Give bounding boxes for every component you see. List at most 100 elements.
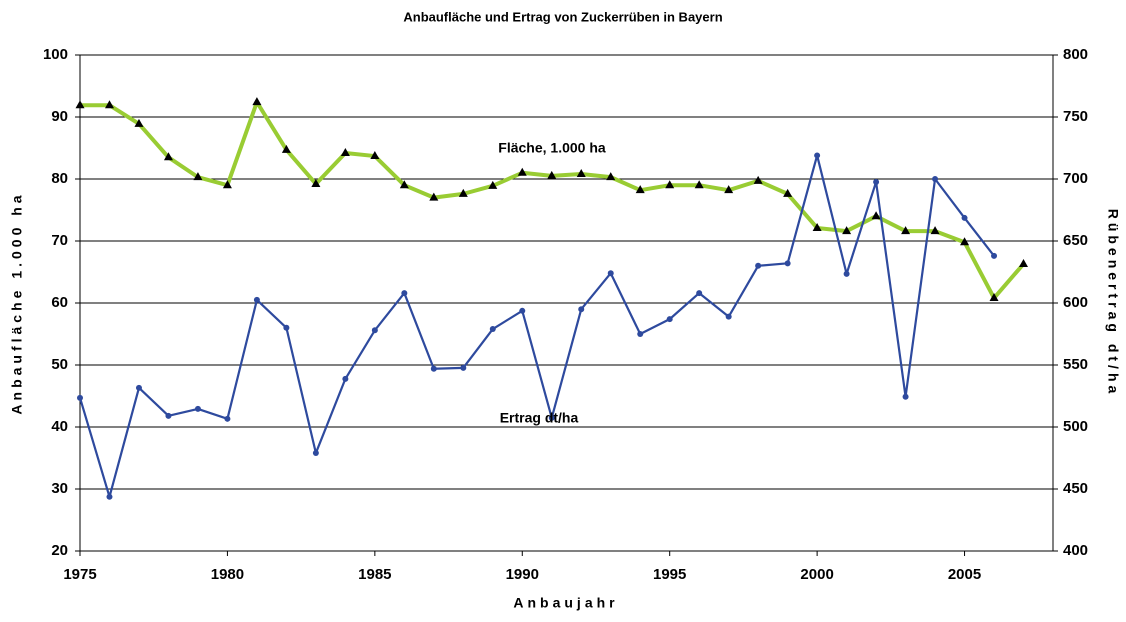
triangle-marker — [104, 100, 114, 109]
x-tick-label: 1995 — [653, 566, 686, 583]
dot-marker — [961, 214, 968, 221]
chart-title: Anbaufläche und Ertrag von Zuckerrüben i… — [403, 9, 722, 24]
series-annotation: Ertrag dt/ha — [500, 410, 579, 426]
dot-marker — [932, 176, 939, 182]
triangle-marker — [193, 172, 203, 181]
dot-marker — [371, 327, 378, 334]
dot-marker — [401, 290, 408, 297]
y-tick-label: 70 — [51, 232, 68, 249]
dot-marker — [548, 414, 555, 421]
y-tick-label: 90 — [51, 108, 68, 125]
triangle-marker — [340, 147, 350, 156]
dot-marker — [489, 326, 496, 333]
dot-marker — [165, 412, 172, 419]
triangle-marker — [517, 167, 527, 176]
triangle-marker — [812, 222, 822, 231]
dot-marker — [902, 393, 909, 400]
triangle-marker — [370, 151, 380, 160]
triangle-marker — [1019, 258, 1029, 267]
triangle-marker — [458, 188, 468, 197]
y2-tick-label: 800 — [1063, 46, 1088, 63]
y2-tick-label: 650 — [1063, 232, 1088, 249]
dot-marker — [725, 313, 732, 320]
dot-marker — [578, 306, 585, 313]
y-tick-label: 60 — [51, 294, 68, 311]
y-tick-label: 80 — [51, 170, 68, 187]
triangle-marker — [901, 226, 911, 235]
x-tick-label: 2000 — [800, 566, 833, 583]
triangle-marker — [429, 192, 439, 201]
triangle-marker — [930, 226, 940, 235]
y2-tick-label: 700 — [1063, 170, 1088, 187]
dot-marker — [283, 324, 290, 331]
x-tick-label: 1980 — [211, 566, 244, 583]
triangle-marker — [694, 180, 704, 189]
dot-marker — [135, 384, 142, 391]
y2-tick-label: 450 — [1063, 480, 1088, 497]
triangle-marker — [960, 237, 970, 246]
data-line — [78, 154, 995, 498]
triangle-marker — [311, 178, 321, 187]
y-tick-label: 30 — [51, 480, 68, 497]
dot-marker — [843, 270, 850, 277]
triangle-marker — [281, 144, 291, 153]
dot-marker — [106, 493, 113, 500]
triangle-marker — [134, 118, 144, 127]
dot-marker — [519, 307, 526, 314]
triangle-marker — [783, 188, 793, 197]
y2-tick-label: 750 — [1063, 108, 1088, 125]
triangle-marker — [724, 185, 734, 194]
triangle-marker — [635, 185, 645, 194]
triangle-marker — [871, 211, 881, 220]
series-annotation: Fläche, 1.000 ha — [498, 140, 606, 156]
dot-marker — [77, 394, 83, 401]
y-tick-label: 50 — [51, 356, 68, 373]
triangle-marker — [75, 100, 85, 109]
triangle-marker — [665, 180, 675, 189]
triangle-marker — [989, 293, 999, 302]
dot-marker — [194, 405, 201, 412]
dot-marker — [460, 364, 467, 371]
dot-marker — [430, 365, 437, 372]
dot-marker — [312, 450, 319, 457]
y-tick-label: 20 — [51, 542, 68, 559]
y-tick-label: 40 — [51, 418, 68, 435]
dot-marker — [666, 316, 673, 323]
triangle-marker — [576, 169, 586, 178]
triangle-marker — [163, 152, 173, 161]
plot-frame — [79, 54, 1054, 552]
y2-tick-label: 550 — [1063, 356, 1088, 373]
triangle-marker — [606, 172, 616, 181]
y2-tick-label: 500 — [1063, 418, 1088, 435]
dot-marker — [253, 296, 260, 303]
y2-axis-label: Rübenertrag dt/ha — [1105, 209, 1121, 398]
x-tick-label: 1985 — [358, 566, 391, 583]
dot-marker — [814, 152, 821, 159]
triangle-marker — [547, 170, 557, 179]
dot-marker — [696, 290, 703, 297]
triangle-marker — [222, 180, 232, 189]
x-axis-label: Anbaujahr — [513, 595, 618, 611]
dot-marker — [873, 178, 880, 185]
triangle-marker — [399, 180, 409, 189]
x-tick-label: 2005 — [948, 566, 981, 583]
dot-marker — [224, 415, 231, 422]
y2-tick-label: 600 — [1063, 294, 1088, 311]
triangle-marker — [753, 175, 763, 184]
dot-marker — [991, 252, 998, 259]
triangle-marker — [488, 180, 498, 189]
y2-tick-label: 400 — [1063, 542, 1088, 559]
triangle-marker — [842, 226, 852, 235]
dot-marker — [637, 331, 644, 337]
dot-marker — [342, 375, 349, 382]
y-axis-label: Anbaufläche 1.000 ha — [9, 191, 25, 414]
dot-marker — [784, 260, 791, 267]
x-tick-label: 1975 — [63, 566, 96, 583]
x-tick-label: 1990 — [506, 566, 539, 583]
dot-marker — [755, 262, 762, 269]
y-tick-label: 100 — [43, 46, 68, 63]
dot-marker — [607, 270, 614, 277]
data-line — [80, 100, 1026, 301]
triangle-marker — [252, 97, 262, 106]
